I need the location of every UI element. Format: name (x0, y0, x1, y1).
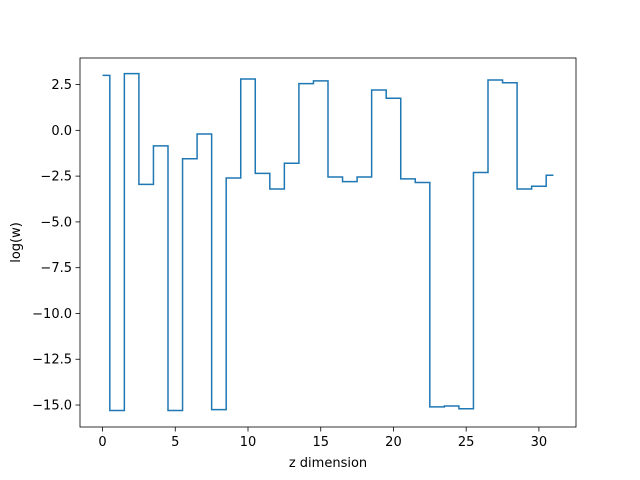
y-tick-label: −7.5 (40, 261, 72, 276)
y-tick-label: −15.0 (32, 399, 72, 414)
x-axis-label: z dimension (289, 456, 367, 471)
x-tick-label: 30 (531, 435, 548, 450)
y-tick-label: −2.5 (40, 170, 72, 185)
y-axis: 2.5 0.0 −2.5 −5.0 −7.5 −10.0 −12.5 −15.0 (32, 78, 80, 414)
y-tick-label: 0.0 (51, 124, 72, 139)
y-tick-label: 2.5 (51, 78, 72, 93)
y-tick-label: −12.5 (32, 353, 72, 368)
x-tick-label: 25 (458, 435, 475, 450)
x-axis: 0 5 10 15 20 25 30 (98, 427, 547, 450)
series-layer (102, 72, 554, 412)
x-tick-label: 5 (171, 435, 179, 450)
series-line-0 (102, 72, 554, 412)
y-tick-label: −10.0 (32, 307, 72, 322)
y-tick-label: −5.0 (40, 215, 72, 230)
x-tick-label: 10 (240, 435, 257, 450)
y-axis-label: log(w) (9, 222, 24, 263)
plot-frame (79, 57, 577, 428)
x-tick-label: 0 (98, 435, 106, 450)
x-tick-label: 20 (385, 435, 402, 450)
x-tick-label: 15 (312, 435, 329, 450)
